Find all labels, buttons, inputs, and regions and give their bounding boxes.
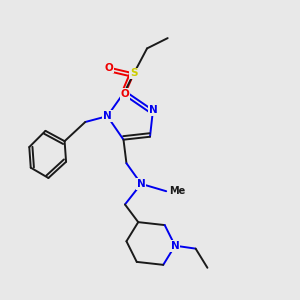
- Text: N: N: [103, 111, 112, 121]
- Text: N: N: [148, 105, 157, 115]
- Text: N: N: [137, 179, 146, 189]
- Text: O: O: [121, 89, 129, 99]
- Text: Me: Me: [169, 186, 185, 196]
- Text: N: N: [171, 241, 179, 251]
- Text: S: S: [130, 68, 138, 78]
- Text: O: O: [104, 63, 113, 73]
